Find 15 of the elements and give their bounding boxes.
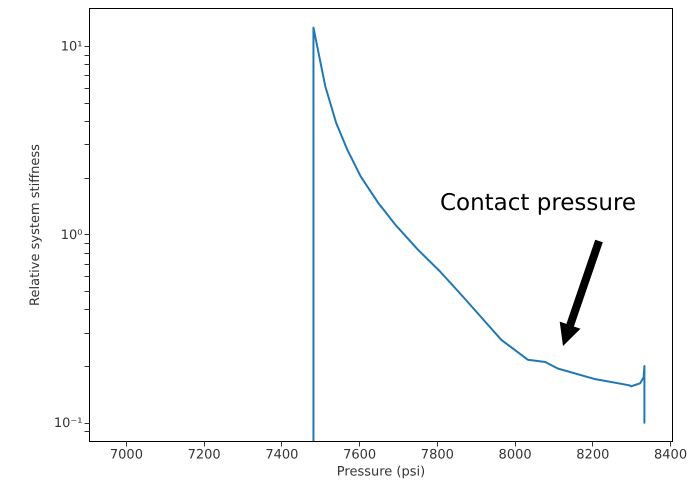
y-tick-label: 10¹ <box>60 39 82 54</box>
annotation: Contact pressure <box>440 190 636 216</box>
y-tick-label: 10⁰ <box>60 228 82 243</box>
x-tick-label: 7600 <box>343 448 376 462</box>
y-axis-title: Relative system stiffness <box>28 144 43 306</box>
x-tick-label: 7000 <box>110 448 143 462</box>
line-series <box>312 26 646 441</box>
x-tick-label: 7800 <box>420 448 454 462</box>
x-tick-label: 8000 <box>498 448 532 462</box>
x-axis-title: Pressure (psi) <box>336 464 426 480</box>
x-tick-label: 7400 <box>265 448 298 462</box>
y-tick-label: 10⁻¹ <box>54 416 82 432</box>
x-tick-label: 8400 <box>654 448 688 462</box>
x-tick-label: 7200 <box>188 448 221 462</box>
x-tick-label: 8200 <box>576 448 610 462</box>
